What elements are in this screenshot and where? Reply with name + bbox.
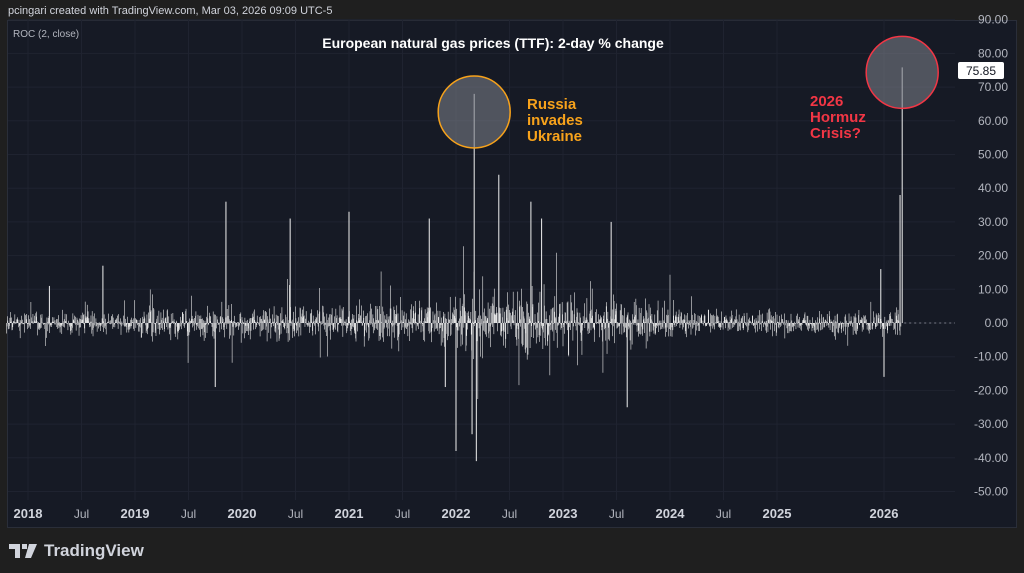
indicator-label: ROC (2, close) bbox=[13, 29, 79, 40]
svg-text:75.85: 75.85 bbox=[966, 64, 996, 78]
x-tick-label: 2018 bbox=[14, 506, 43, 521]
y-tick-label: -30.00 bbox=[974, 417, 1008, 431]
annotation-text: Russia bbox=[527, 96, 577, 113]
y-tick-label: -20.00 bbox=[974, 383, 1008, 397]
annotation-text: invades bbox=[527, 112, 583, 129]
highlight-circle bbox=[437, 75, 511, 149]
y-tick-label: -40.00 bbox=[974, 451, 1008, 465]
annotation-text: 2026 bbox=[810, 93, 843, 110]
annotation-text: Ukraine bbox=[527, 128, 582, 145]
tradingview-logo[interactable]: TradingView bbox=[9, 541, 144, 561]
y-tick-label: 80.00 bbox=[978, 46, 1008, 60]
roc-bars bbox=[6, 67, 903, 462]
grid bbox=[8, 19, 955, 500]
y-tick-label: -10.00 bbox=[974, 350, 1008, 364]
chart-title: European natural gas prices (TTF): 2-day… bbox=[322, 35, 664, 51]
x-tick-label: 2019 bbox=[121, 506, 150, 521]
x-tick-label: Jul bbox=[609, 507, 624, 521]
x-tick-label: Jul bbox=[502, 507, 517, 521]
chart-panel[interactable] bbox=[7, 20, 1017, 528]
x-tick-label: 2022 bbox=[442, 506, 471, 521]
y-tick-label: 40.00 bbox=[978, 181, 1008, 195]
x-tick-label: Jul bbox=[395, 507, 410, 521]
x-tick-label: Jul bbox=[181, 507, 196, 521]
y-tick-label: 0.00 bbox=[985, 316, 1009, 330]
x-tick-label: 2025 bbox=[763, 506, 792, 521]
y-tick-label: 60.00 bbox=[978, 114, 1008, 128]
chart-credit: pcingari created with TradingView.com, M… bbox=[8, 5, 333, 17]
y-tick-label: 30.00 bbox=[978, 215, 1008, 229]
x-tick-label: 2021 bbox=[335, 506, 364, 521]
y-tick-label: -50.00 bbox=[974, 485, 1008, 499]
x-tick-label: 2023 bbox=[549, 506, 578, 521]
y-tick-label: 90.00 bbox=[978, 13, 1008, 27]
x-axis: 2018 Jul 2019 Jul 2020 Jul 2021 Jul 2022 Jul 2023 J… bbox=[14, 506, 899, 521]
tradingview-logo-icon bbox=[9, 544, 37, 558]
y-tick-label: 10.00 bbox=[978, 282, 1008, 296]
y-axis: 90.00 80.00 70.00 60.00 50.00 40.00 30.00 20.00… bbox=[974, 13, 1008, 499]
x-tick-label: 2020 bbox=[228, 506, 257, 521]
y-tick-label: 50.00 bbox=[978, 148, 1008, 162]
y-tick-label: 70.00 bbox=[978, 80, 1008, 94]
annotation-text: Hormuz bbox=[810, 109, 866, 126]
annotation-text: Crisis? bbox=[810, 125, 861, 142]
x-tick-label: 2026 bbox=[870, 506, 899, 521]
last-value-label: 75.85 bbox=[958, 62, 1004, 79]
x-tick-label: Jul bbox=[288, 507, 303, 521]
x-tick-label: 2024 bbox=[656, 506, 686, 521]
x-tick-label: Jul bbox=[716, 507, 731, 521]
highlight-circle bbox=[865, 35, 939, 110]
x-tick-label: Jul bbox=[74, 507, 89, 521]
y-tick-label: 20.00 bbox=[978, 249, 1008, 263]
